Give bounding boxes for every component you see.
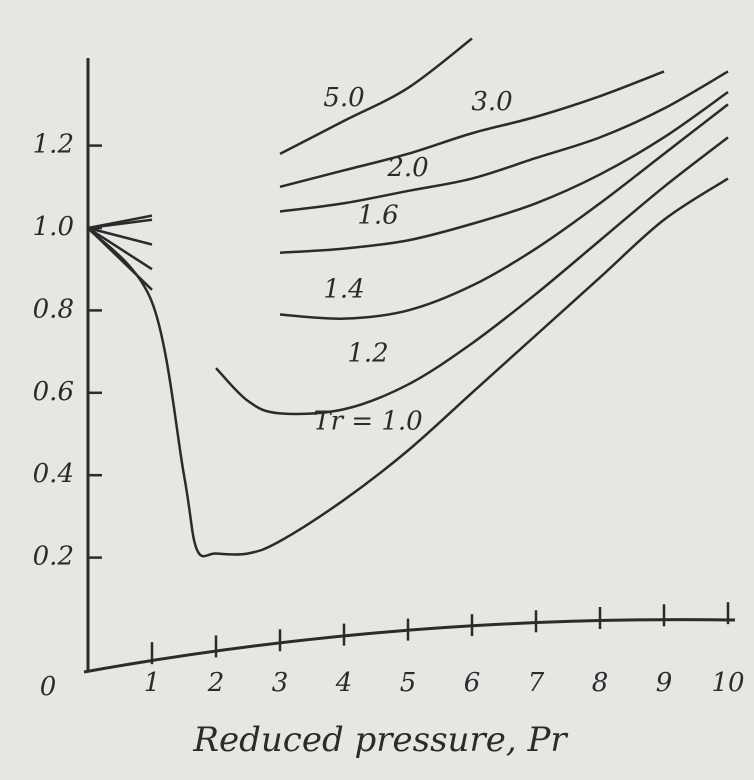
page: Reduced pressure, Pr 0 0.2 0.4 0.6 0.8 1.0 1.2… — [0, 0, 754, 776]
curve-label: Tr = 1.0 — [313, 406, 422, 436]
x-tick-label: 2 — [207, 668, 225, 698]
x-tick-label: 7 — [528, 668, 545, 698]
x-tick-label: 9 — [656, 668, 673, 698]
y-tick-label: 0.4 — [33, 459, 74, 489]
y-tick-label: 0.6 — [33, 377, 74, 407]
y-tick-label: 1.2 — [33, 130, 74, 160]
curve-label: 1.2 — [347, 339, 388, 369]
curve-label: 2.0 — [386, 153, 428, 183]
y-tick-label: 0.8 — [33, 294, 74, 324]
x-tick-label: 1 — [144, 668, 161, 698]
x-tick-label: 4 — [335, 668, 353, 698]
x-tick-label: 5 — [400, 668, 417, 698]
curve-label: 3.0 — [471, 87, 512, 117]
curve-label: 1.6 — [357, 200, 398, 230]
curve-label: 5.0 — [323, 83, 364, 113]
x-tick-label: 10 — [711, 668, 744, 698]
x-axis-label: Reduced pressure, Pr — [192, 720, 568, 760]
x-tick-label: 3 — [272, 668, 289, 698]
x-tick-label: 8 — [592, 668, 609, 698]
background — [0, 0, 754, 776]
x-tick-label: 6 — [464, 668, 481, 698]
y-tick-label: 0.2 — [33, 542, 74, 572]
chart: Reduced pressure, Pr 0 0.2 0.4 0.6 0.8 1.0 1.2… — [0, 0, 754, 776]
y-tick-label: 0 — [40, 672, 57, 702]
y-tick-label: 1.0 — [33, 212, 74, 242]
curve-label: 1.4 — [323, 275, 364, 305]
